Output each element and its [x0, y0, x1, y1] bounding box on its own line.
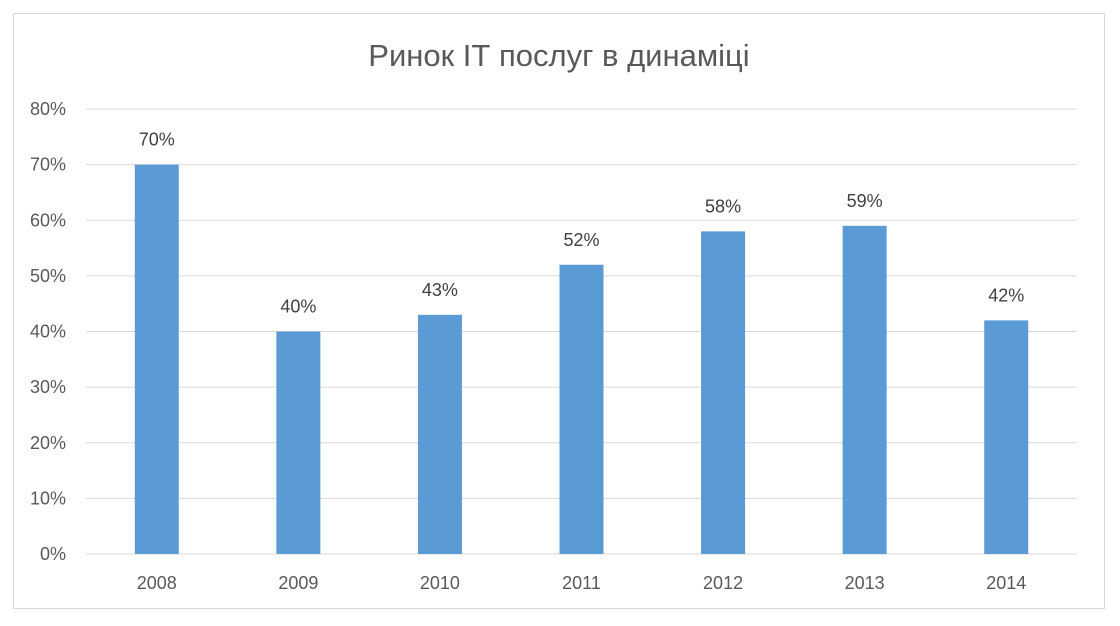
data-label: 59% — [847, 191, 883, 211]
x-tick-label: 2010 — [420, 573, 460, 593]
bar — [984, 320, 1029, 554]
chart-title: Ринок ІТ послуг в динаміці — [368, 38, 749, 73]
x-tick-label: 2014 — [986, 573, 1026, 593]
x-tick-label: 2013 — [845, 573, 885, 593]
data-label: 43% — [422, 280, 458, 300]
x-tick-label: 2012 — [703, 573, 743, 593]
data-labels: 70% 40% 43% 52% 58% 59% 42% — [139, 130, 1024, 317]
x-tick-label: 2008 — [137, 573, 177, 593]
y-tick-label: 20% — [30, 433, 66, 453]
y-tick-label: 10% — [30, 488, 66, 508]
bar — [276, 331, 321, 554]
bar — [701, 231, 746, 554]
data-label: 70% — [139, 130, 175, 150]
x-tick-label: 2009 — [278, 573, 318, 593]
y-tick-label: 50% — [30, 266, 66, 286]
bars — [134, 164, 1029, 554]
data-label: 40% — [280, 297, 316, 317]
y-tick-label: 60% — [30, 210, 66, 230]
bar — [417, 314, 462, 554]
data-label: 52% — [563, 230, 599, 250]
data-label: 42% — [988, 285, 1024, 305]
y-tick-label: 70% — [30, 155, 66, 175]
y-tick-label: 80% — [30, 99, 66, 119]
x-axis-tick-labels: 2008 2009 2010 2011 2012 2013 2014 — [137, 573, 1026, 593]
bar — [842, 225, 887, 554]
chart-area — [13, 13, 1105, 609]
y-axis-tick-labels: 0% 10% 20% 30% 40% 50% 60% 70% 80% — [30, 99, 66, 564]
data-label: 58% — [705, 196, 741, 216]
x-tick-label: 2011 — [562, 573, 601, 593]
bar — [559, 264, 604, 554]
y-tick-label: 0% — [40, 544, 66, 564]
y-tick-label: 30% — [30, 377, 66, 397]
bar — [134, 164, 179, 554]
y-tick-label: 40% — [30, 322, 66, 342]
